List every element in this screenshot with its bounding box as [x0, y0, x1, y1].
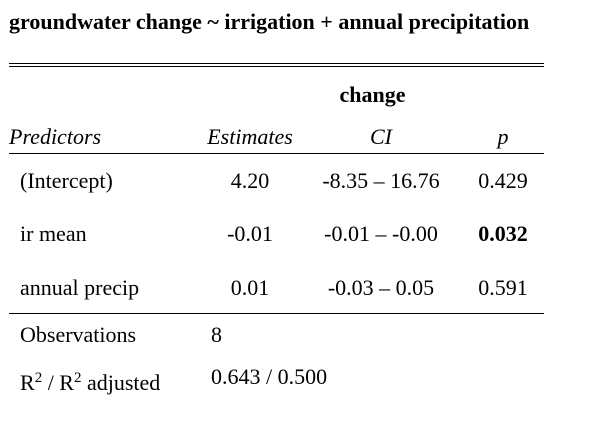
top-double-rule-upper	[9, 63, 544, 64]
row-ci: -8.35 – 16.76	[322, 168, 440, 193]
footer-rule	[9, 313, 544, 314]
r-squared-value: 0.643 / 0.500	[211, 364, 328, 389]
top-double-rule-lower	[9, 66, 544, 67]
header-estimates: Estimates	[207, 124, 293, 149]
header-rule	[9, 153, 544, 154]
row-ci: -0.03 – 0.05	[327, 275, 435, 300]
row-p-value: 0.429	[478, 168, 528, 193]
row-p-value-significant: 0.032	[478, 221, 528, 246]
r-squared-label-sup1: 2	[34, 370, 43, 386]
row-ci: -0.01 – -0.00	[324, 221, 438, 246]
row-predictor: ir mean	[20, 221, 87, 246]
dependent-variable-header: change	[339, 82, 406, 107]
row-estimate: 0.01	[230, 275, 270, 300]
row-estimate: 4.20	[230, 168, 270, 193]
header-p: p	[497, 124, 509, 149]
r-squared-label-sup2: 2	[73, 370, 82, 386]
header-ci: CI	[370, 124, 392, 149]
r-squared-label-end: adjusted	[81, 370, 161, 395]
observations-value: 8	[211, 322, 222, 347]
table-caption: groundwater change ~ irrigation + annual…	[9, 9, 530, 34]
row-p-value: 0.591	[478, 275, 528, 300]
header-predictors: Predictors	[9, 124, 102, 149]
r-squared-label: R2 / R2 adjusted	[20, 370, 160, 396]
row-predictor: (Intercept)	[20, 168, 113, 193]
row-predictor: annual precip	[20, 275, 140, 300]
r-squared-label-r: R	[20, 370, 35, 395]
observations-label: Observations	[20, 322, 137, 347]
r-squared-label-mid: / R	[42, 370, 74, 395]
row-estimate: -0.01	[227, 221, 273, 246]
